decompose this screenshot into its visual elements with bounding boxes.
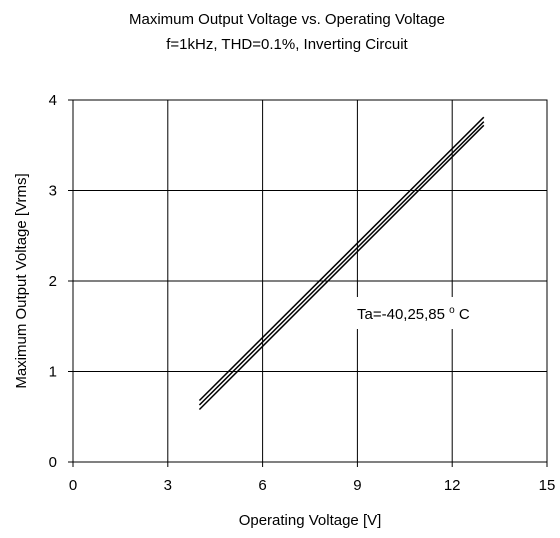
x-tick-label: 15 [539, 477, 556, 494]
grid [73, 100, 547, 462]
x-tick-label: 0 [69, 477, 77, 494]
annotation-prefix: Ta=-40,25,85 [357, 306, 445, 323]
x-tick-label: 12 [444, 477, 461, 494]
x-tick-label: 9 [353, 477, 361, 494]
series-lines [198, 116, 485, 411]
series-line-3 [198, 116, 485, 402]
y-axis-label: Maximum Output Voltage [Vrms] [13, 173, 30, 388]
x-tick-label: 3 [164, 477, 172, 494]
chart-title: Maximum Output Voltage vs. Operating Vol… [129, 11, 445, 28]
annotation-superscript: o [449, 305, 455, 316]
y-tick-label: 3 [49, 183, 57, 200]
x-tick-label: 6 [258, 477, 266, 494]
annotation-background [351, 297, 490, 329]
y-tick-label: 2 [49, 273, 57, 290]
x-axis-label: Operating Voltage [V] [239, 512, 382, 529]
series-line-1 [198, 124, 485, 411]
series-line-2 [198, 121, 485, 406]
y-tick-label: 4 [49, 92, 57, 109]
chart-subtitle: f=1kHz, THD=0.1%, Inverting Circuit [166, 36, 408, 53]
annotation-label: Ta=-40,25,85 o C [357, 300, 470, 323]
annotation-suffix: C [459, 306, 470, 323]
y-tick-label: 1 [49, 364, 57, 381]
y-tick-label: 0 [49, 454, 57, 471]
